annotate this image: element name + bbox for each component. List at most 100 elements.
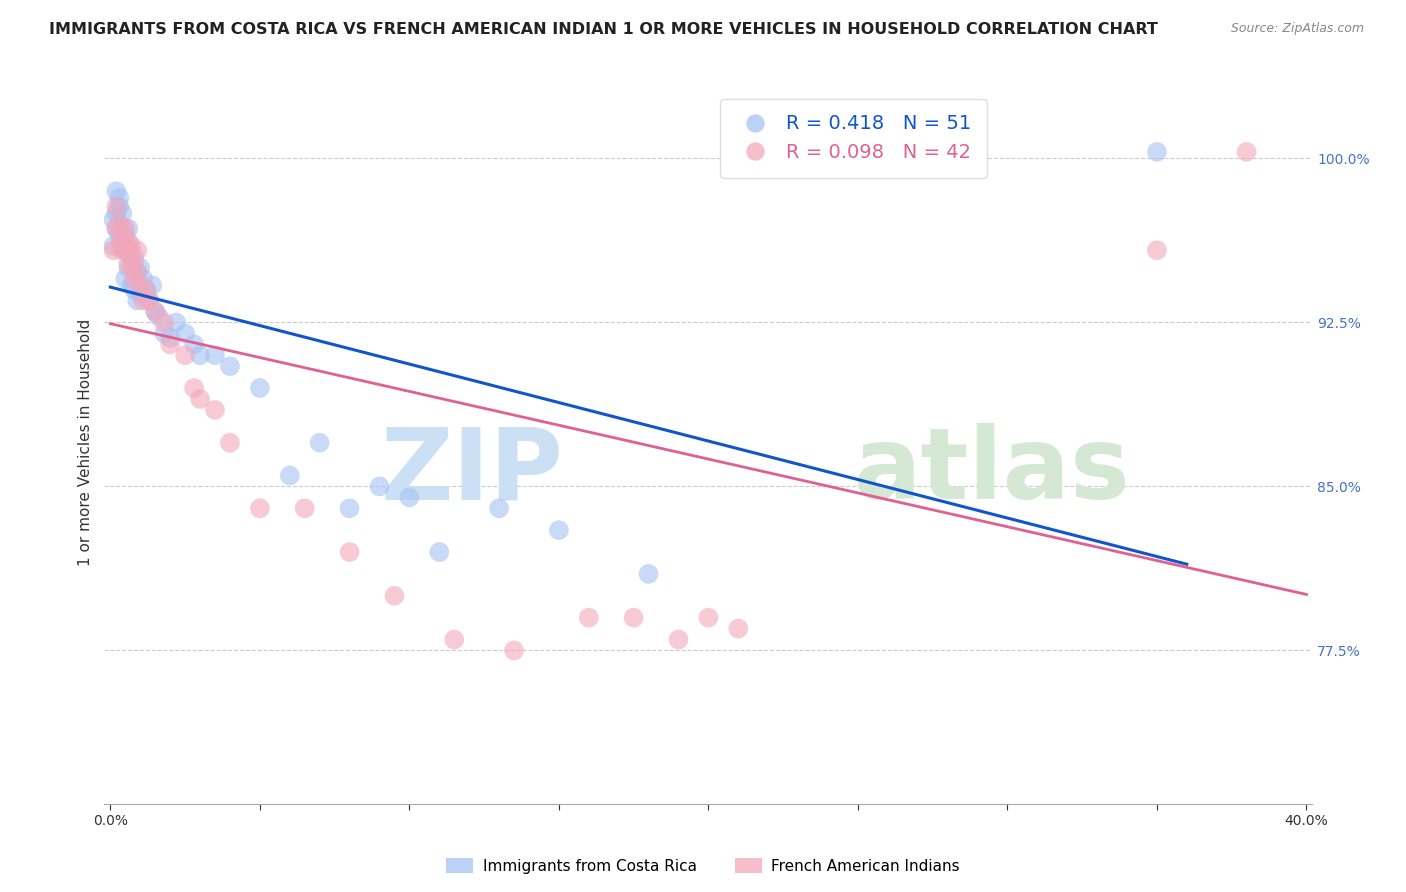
Point (188, 392, 211, 406)
Point (174, 326, 197, 341)
Point (165, 315, 187, 329)
Point (308, 435, 330, 450)
Point (503, 643, 526, 657)
Point (103, 239, 125, 253)
Point (114, 271, 136, 285)
Point (427, 545, 450, 559)
Point (697, 610, 720, 624)
Point (103, 244, 125, 258)
Point (132, 293, 155, 308)
Point (108, 200, 131, 214)
Point (153, 315, 176, 329)
Point (1146, 244, 1168, 258)
Point (727, 622, 749, 636)
Point (111, 227, 134, 242)
Text: IMMIGRANTS FROM COSTA RICA VS FRENCH AMERICAN INDIAN 1 OR MORE VEHICLES IN HOUSE: IMMIGRANTS FROM COSTA RICA VS FRENCH AME… (49, 22, 1159, 37)
Point (159, 337, 181, 351)
Point (368, 479, 391, 493)
Point (143, 304, 166, 318)
Point (127, 265, 149, 279)
Point (183, 337, 205, 351)
Point (339, 545, 361, 559)
Point (117, 235, 139, 249)
Point (668, 632, 690, 647)
Point (108, 227, 131, 242)
Point (294, 501, 316, 516)
Legend: R = 0.418   N = 51, R = 0.098   N = 42: R = 0.418 N = 51, R = 0.098 N = 42 (720, 99, 987, 178)
Point (124, 256, 146, 270)
Point (111, 239, 134, 253)
Point (183, 381, 205, 395)
Point (111, 221, 134, 235)
Point (153, 326, 176, 341)
Point (105, 221, 128, 235)
Text: Source: ZipAtlas.com: Source: ZipAtlas.com (1230, 22, 1364, 36)
Point (120, 239, 142, 253)
Point (103, 212, 125, 227)
Point (148, 309, 170, 323)
Point (623, 610, 645, 624)
Point (129, 278, 152, 293)
Point (127, 293, 149, 308)
Point (143, 304, 166, 318)
Point (127, 265, 149, 279)
Point (127, 244, 149, 258)
Point (111, 244, 134, 258)
Point (138, 293, 160, 308)
Point (129, 260, 152, 275)
Point (124, 250, 146, 264)
Point (578, 610, 600, 624)
Point (105, 184, 128, 198)
Point (117, 239, 139, 253)
Point (339, 501, 361, 516)
Text: ZIP: ZIP (381, 423, 564, 520)
Point (105, 200, 128, 214)
Point (117, 260, 139, 275)
Point (278, 468, 301, 483)
Point (141, 278, 163, 293)
Point (249, 381, 271, 395)
Point (114, 244, 136, 258)
Y-axis label: 1 or more Vehicles in Household: 1 or more Vehicles in Household (79, 319, 93, 566)
Point (204, 403, 226, 417)
Point (124, 283, 146, 297)
Point (188, 348, 211, 362)
Point (135, 283, 157, 297)
Point (124, 271, 146, 285)
Legend: Immigrants from Costa Rica, French American Indians: Immigrants from Costa Rica, French Ameri… (440, 852, 966, 880)
Point (135, 283, 157, 297)
Point (1236, 145, 1258, 159)
Point (219, 359, 242, 374)
Point (129, 287, 152, 301)
Point (443, 632, 465, 647)
Point (108, 217, 131, 231)
Point (138, 293, 160, 308)
Point (132, 271, 155, 285)
Point (108, 239, 131, 253)
Point (398, 491, 420, 505)
Point (249, 501, 271, 516)
Point (488, 501, 510, 516)
Point (105, 221, 128, 235)
Point (111, 206, 134, 220)
Point (159, 331, 181, 345)
Point (117, 221, 139, 235)
Point (174, 348, 197, 362)
Point (204, 348, 226, 362)
Point (120, 260, 142, 275)
Point (108, 191, 131, 205)
Point (117, 256, 139, 270)
Point (384, 589, 406, 603)
Point (548, 523, 571, 537)
Point (108, 217, 131, 231)
Point (120, 250, 142, 264)
Point (105, 206, 128, 220)
Point (114, 227, 136, 242)
Point (219, 435, 242, 450)
Point (114, 244, 136, 258)
Text: atlas: atlas (853, 423, 1130, 520)
Point (1146, 145, 1168, 159)
Point (120, 278, 142, 293)
Point (637, 566, 659, 581)
Point (114, 221, 136, 235)
